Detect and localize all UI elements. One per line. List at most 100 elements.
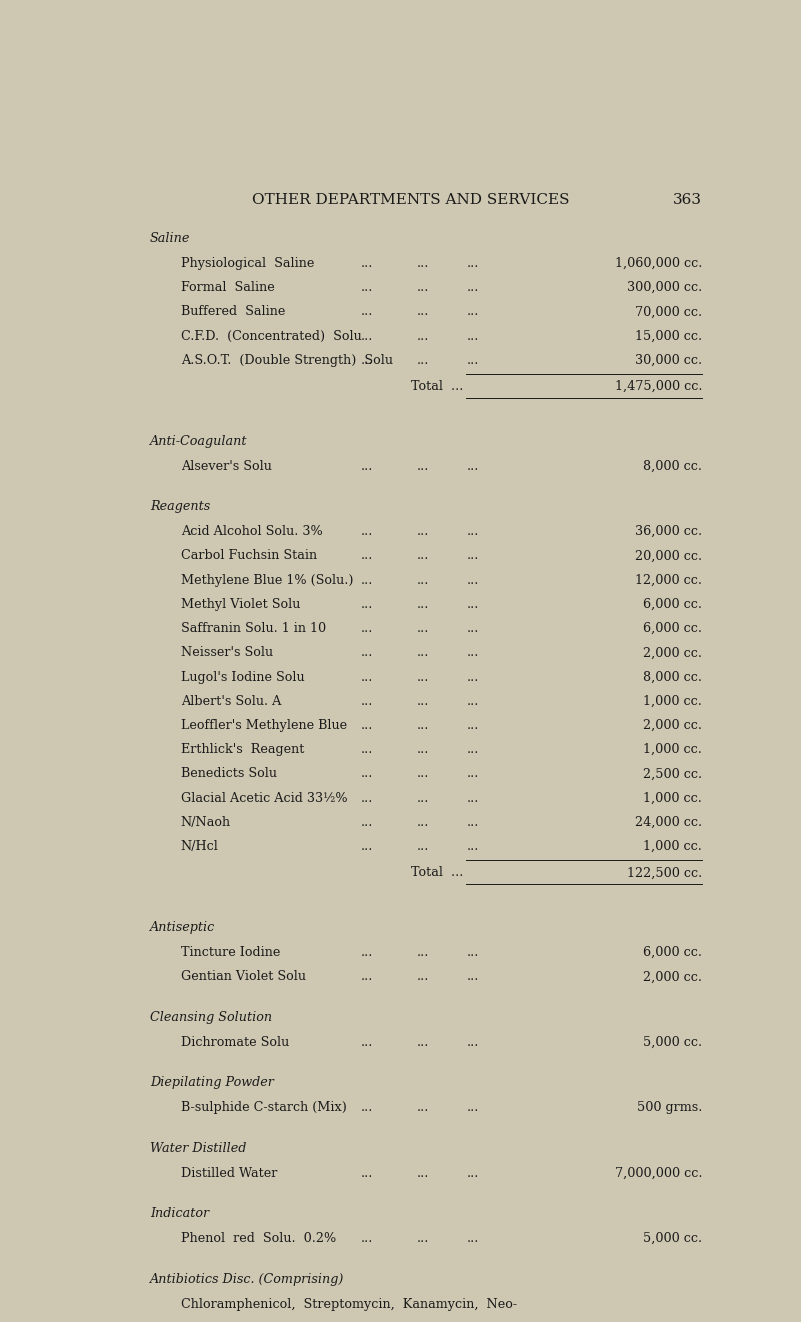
Text: ...: ... — [466, 1232, 479, 1245]
Text: 2,000 cc.: 2,000 cc. — [643, 719, 702, 732]
Text: ...: ... — [361, 947, 373, 960]
Text: ...: ... — [466, 256, 479, 270]
Text: ...: ... — [361, 1167, 373, 1179]
Text: Anti-Coagulant: Anti-Coagulant — [150, 435, 248, 448]
Text: ...: ... — [361, 329, 373, 342]
Text: Alsever's Solu: Alsever's Solu — [181, 460, 272, 473]
Text: ...: ... — [417, 525, 429, 538]
Text: Neisser's Solu: Neisser's Solu — [181, 646, 273, 660]
Text: ...: ... — [417, 574, 429, 587]
Text: ...: ... — [417, 768, 429, 780]
Text: Gentian Violet Solu: Gentian Violet Solu — [181, 970, 306, 984]
Text: 6,000 cc.: 6,000 cc. — [643, 623, 702, 635]
Text: ...: ... — [466, 305, 479, 319]
Text: Benedicts Solu: Benedicts Solu — [181, 768, 277, 780]
Text: ...: ... — [361, 282, 373, 293]
Text: Acid Alcohol Solu. 3%: Acid Alcohol Solu. 3% — [181, 525, 323, 538]
Text: 5,000 cc.: 5,000 cc. — [643, 1232, 702, 1245]
Text: ...: ... — [361, 841, 373, 853]
Text: ...: ... — [466, 816, 479, 829]
Text: 2,000 cc.: 2,000 cc. — [643, 646, 702, 660]
Text: ...: ... — [466, 719, 479, 732]
Text: 1,000 cc.: 1,000 cc. — [643, 743, 702, 756]
Text: ...: ... — [417, 841, 429, 853]
Text: ...: ... — [417, 792, 429, 805]
Text: 1,000 cc.: 1,000 cc. — [643, 695, 702, 707]
Text: ...: ... — [361, 816, 373, 829]
Text: ...: ... — [466, 1036, 479, 1048]
Text: ...: ... — [361, 1036, 373, 1048]
Text: ...: ... — [466, 743, 479, 756]
Text: ...: ... — [361, 256, 373, 270]
Text: 5,000 cc.: 5,000 cc. — [643, 1036, 702, 1048]
Text: 1,000 cc.: 1,000 cc. — [643, 841, 702, 853]
Text: ...: ... — [361, 1232, 373, 1245]
Text: Antibiotics Disc. (Comprising): Antibiotics Disc. (Comprising) — [150, 1273, 344, 1286]
Text: ...: ... — [466, 354, 479, 366]
Text: Saline: Saline — [150, 231, 190, 245]
Text: ...: ... — [466, 768, 479, 780]
Text: Phenol  red  Solu.  0.2%: Phenol red Solu. 0.2% — [181, 1232, 336, 1245]
Text: 7,000,000 cc.: 7,000,000 cc. — [615, 1167, 702, 1179]
Text: ...: ... — [361, 670, 373, 683]
Text: ...: ... — [361, 460, 373, 473]
Text: Antiseptic: Antiseptic — [150, 921, 215, 935]
Text: ...: ... — [417, 329, 429, 342]
Text: 6,000 cc.: 6,000 cc. — [643, 947, 702, 960]
Text: ...: ... — [361, 550, 373, 562]
Text: ...: ... — [417, 970, 429, 984]
Text: 12,000 cc.: 12,000 cc. — [635, 574, 702, 587]
Text: OTHER DEPARTMENTS AND SERVICES: OTHER DEPARTMENTS AND SERVICES — [252, 193, 570, 208]
Text: ...: ... — [417, 1101, 429, 1114]
Text: 500 grms.: 500 grms. — [637, 1101, 702, 1114]
Text: Saffranin Solu. 1 in 10: Saffranin Solu. 1 in 10 — [181, 623, 326, 635]
Text: ...: ... — [361, 623, 373, 635]
Text: Cleansing Solution: Cleansing Solution — [150, 1011, 272, 1023]
Text: 1,000 cc.: 1,000 cc. — [643, 792, 702, 805]
Text: ...: ... — [417, 354, 429, 366]
Text: ...: ... — [361, 792, 373, 805]
Text: Carbol Fuchsin Stain: Carbol Fuchsin Stain — [181, 550, 317, 562]
Text: ...: ... — [361, 574, 373, 587]
Text: Physiological  Saline: Physiological Saline — [181, 256, 314, 270]
Text: ...: ... — [361, 743, 373, 756]
Text: ...: ... — [361, 768, 373, 780]
Text: ...: ... — [466, 574, 479, 587]
Text: Total  ...: Total ... — [411, 866, 463, 879]
Text: Reagents: Reagents — [150, 500, 210, 513]
Text: 1,475,000 cc.: 1,475,000 cc. — [615, 379, 702, 393]
Text: 6,000 cc.: 6,000 cc. — [643, 598, 702, 611]
Text: ...: ... — [417, 1036, 429, 1048]
Text: Diepilating Powder: Diepilating Powder — [150, 1076, 274, 1089]
Text: ...: ... — [417, 1232, 429, 1245]
Text: Methyl Violet Solu: Methyl Violet Solu — [181, 598, 300, 611]
Text: ...: ... — [466, 550, 479, 562]
Text: 2,500 cc.: 2,500 cc. — [643, 768, 702, 780]
Text: ...: ... — [361, 525, 373, 538]
Text: 15,000 cc.: 15,000 cc. — [635, 329, 702, 342]
Text: C.F.D.  (Concentrated)  Solu: C.F.D. (Concentrated) Solu — [181, 329, 361, 342]
Text: ...: ... — [361, 970, 373, 984]
Text: ...: ... — [417, 256, 429, 270]
Text: ...: ... — [417, 646, 429, 660]
Text: ...: ... — [466, 329, 479, 342]
Text: Dichromate Solu: Dichromate Solu — [181, 1036, 289, 1048]
Text: ...: ... — [466, 1167, 479, 1179]
Text: Water Distilled: Water Distilled — [150, 1142, 246, 1154]
Text: ...: ... — [466, 792, 479, 805]
Text: N/Hcl: N/Hcl — [181, 841, 219, 853]
Text: ...: ... — [466, 670, 479, 683]
Text: 70,000 cc.: 70,000 cc. — [635, 305, 702, 319]
Text: 363: 363 — [674, 193, 702, 208]
Text: B-sulphide C-starch (Mix): B-sulphide C-starch (Mix) — [181, 1101, 347, 1114]
Text: ...: ... — [417, 623, 429, 635]
Text: Erthlick's  Reagent: Erthlick's Reagent — [181, 743, 304, 756]
Text: ...: ... — [466, 646, 479, 660]
Text: ...: ... — [417, 282, 429, 293]
Text: ...: ... — [466, 970, 479, 984]
Text: 36,000 cc.: 36,000 cc. — [635, 525, 702, 538]
Text: 30,000 cc.: 30,000 cc. — [635, 354, 702, 366]
Text: 20,000 cc.: 20,000 cc. — [635, 550, 702, 562]
Text: 8,000 cc.: 8,000 cc. — [643, 460, 702, 473]
Text: ...: ... — [417, 598, 429, 611]
